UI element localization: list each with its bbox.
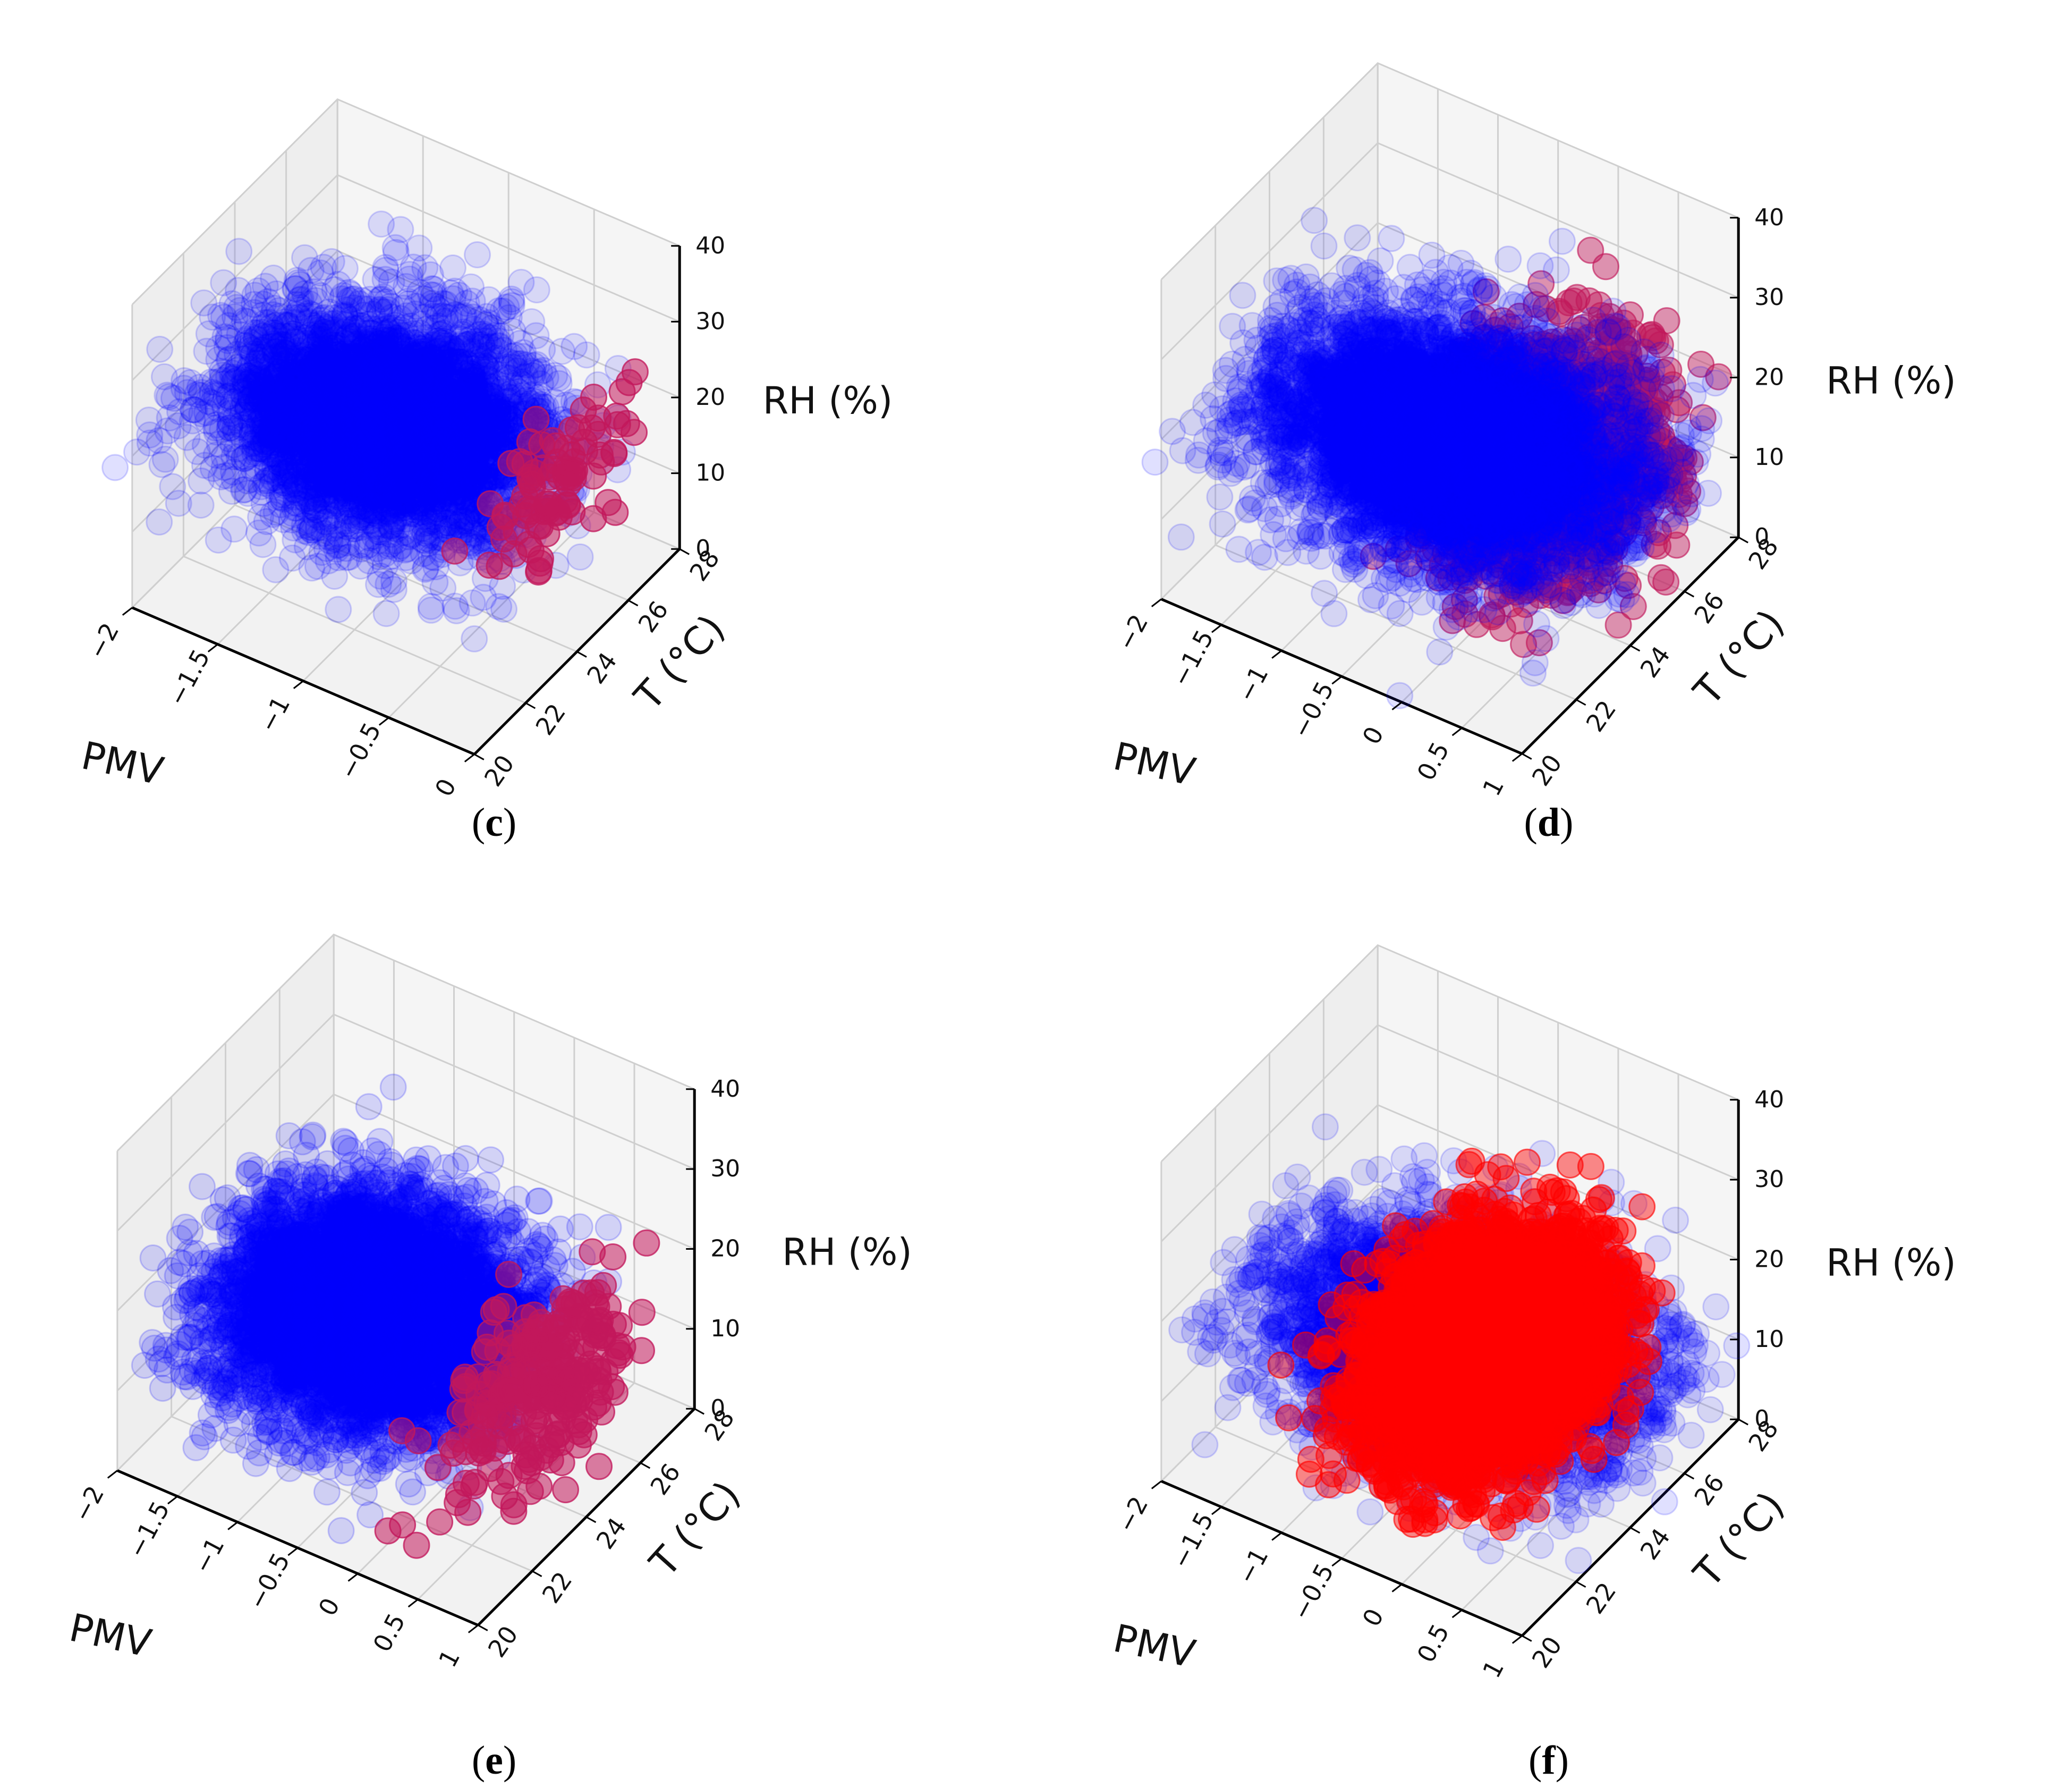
point xyxy=(396,354,423,382)
point xyxy=(379,352,406,379)
point xyxy=(295,445,322,472)
point xyxy=(440,449,468,477)
point xyxy=(422,523,450,551)
point xyxy=(367,486,395,513)
point xyxy=(369,380,397,408)
point xyxy=(299,411,326,438)
point xyxy=(368,326,396,354)
point xyxy=(416,401,444,428)
point xyxy=(457,440,485,468)
y-axis-line xyxy=(473,548,681,756)
point xyxy=(368,338,396,366)
point xyxy=(354,462,381,489)
point xyxy=(325,433,352,460)
point xyxy=(566,543,594,571)
point xyxy=(276,443,304,471)
point xyxy=(354,468,381,495)
point xyxy=(356,439,384,467)
point xyxy=(409,392,437,419)
point xyxy=(494,353,521,381)
point xyxy=(395,366,423,394)
point xyxy=(299,394,326,421)
point xyxy=(463,470,491,498)
point xyxy=(270,469,298,497)
series-blue xyxy=(101,210,636,653)
point xyxy=(351,450,378,478)
point xyxy=(383,395,410,422)
point xyxy=(323,430,351,457)
point xyxy=(352,440,379,468)
point xyxy=(321,310,349,337)
point xyxy=(297,456,325,484)
point xyxy=(375,454,402,482)
point xyxy=(335,323,363,351)
point xyxy=(223,341,251,368)
grid-line-z xyxy=(131,250,680,457)
point xyxy=(382,368,410,395)
point xyxy=(470,403,497,431)
point xyxy=(304,411,332,438)
point xyxy=(322,406,350,434)
point xyxy=(411,503,438,530)
point xyxy=(284,479,312,507)
point xyxy=(344,394,372,422)
point xyxy=(218,290,246,318)
point xyxy=(358,463,386,491)
point xyxy=(380,382,408,409)
point xyxy=(381,489,409,517)
point xyxy=(283,353,311,381)
point xyxy=(345,413,372,440)
point xyxy=(377,512,404,540)
point xyxy=(354,400,381,428)
point xyxy=(347,312,375,340)
point xyxy=(404,329,432,357)
point xyxy=(383,468,410,495)
point xyxy=(213,334,241,361)
point xyxy=(354,310,382,338)
point xyxy=(355,362,383,390)
point xyxy=(293,439,320,467)
point xyxy=(389,407,417,434)
point xyxy=(473,365,501,393)
point xyxy=(460,380,488,408)
point xyxy=(372,439,400,467)
grid-line-z xyxy=(131,174,680,381)
point xyxy=(335,366,363,393)
point xyxy=(250,430,277,458)
point xyxy=(400,416,428,443)
point xyxy=(381,414,409,442)
grid-line-z xyxy=(131,98,680,306)
point xyxy=(270,451,298,479)
point xyxy=(364,452,392,479)
